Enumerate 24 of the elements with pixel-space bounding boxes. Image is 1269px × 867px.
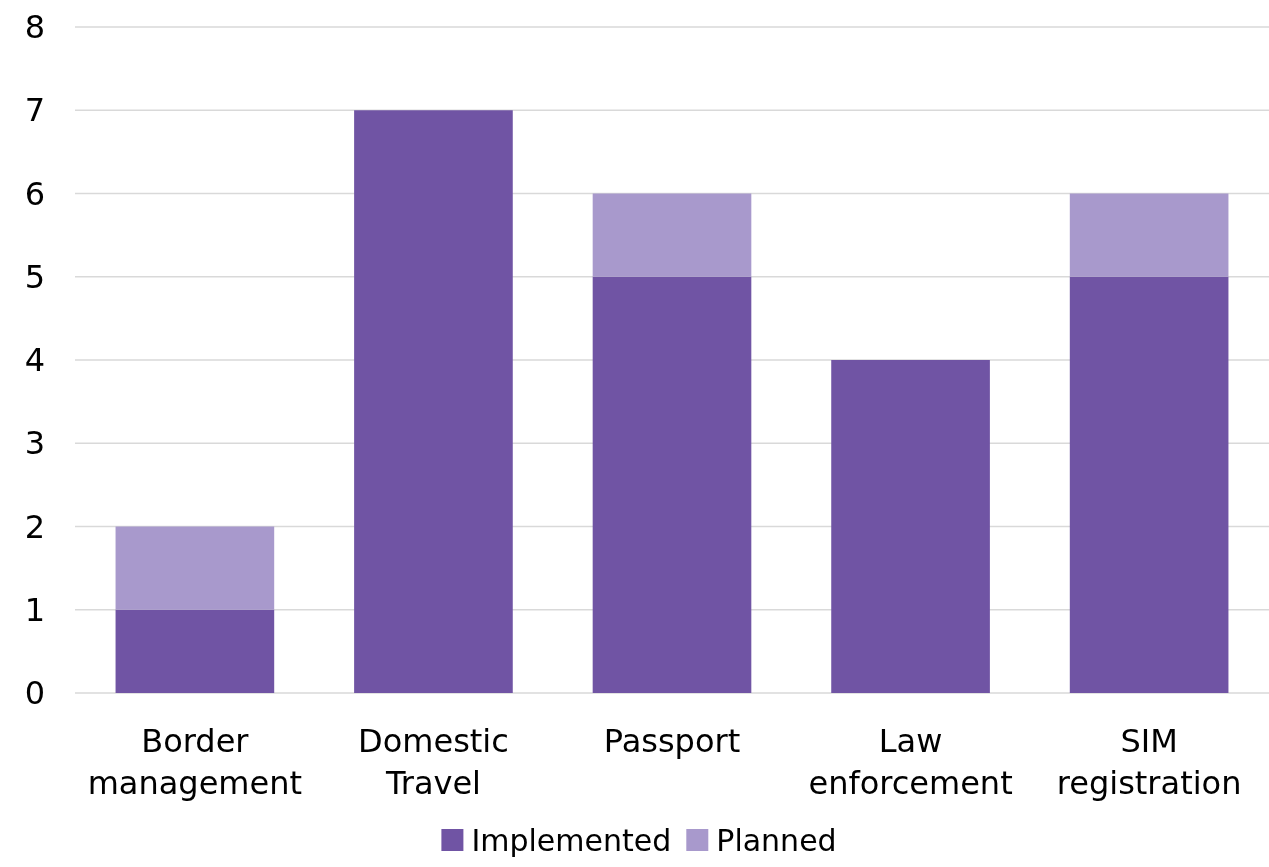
legend-label: Planned (716, 822, 837, 858)
bar (115, 609, 275, 693)
x-tick-label: Passport (603, 722, 741, 760)
bar (354, 110, 513, 693)
y-tick-label: 1 (24, 590, 46, 629)
x-tick-label: Border management (87, 722, 303, 802)
x-tick-label: Domestic Travel (358, 722, 509, 802)
bar (1069, 193, 1229, 277)
x-tick-label: Law enforcement (808, 722, 1013, 802)
y-tick-label: 0 (24, 674, 46, 713)
y-tick-label: 6 (24, 174, 46, 213)
y-tick-label: 7 (24, 91, 46, 130)
legend-label: Implemented (471, 822, 672, 858)
y-tick-label: 3 (24, 424, 46, 463)
y-tick-label: 8 (24, 8, 46, 47)
y-tick-label: 4 (24, 341, 46, 380)
bar (1069, 276, 1229, 693)
bar (592, 276, 752, 693)
x-tick-label: SIM registration (1056, 722, 1242, 802)
y-tick-label: 2 (24, 507, 46, 546)
bar (592, 193, 752, 277)
y-tick-label: 5 (24, 257, 46, 296)
bar (831, 360, 990, 693)
bar (115, 526, 275, 610)
